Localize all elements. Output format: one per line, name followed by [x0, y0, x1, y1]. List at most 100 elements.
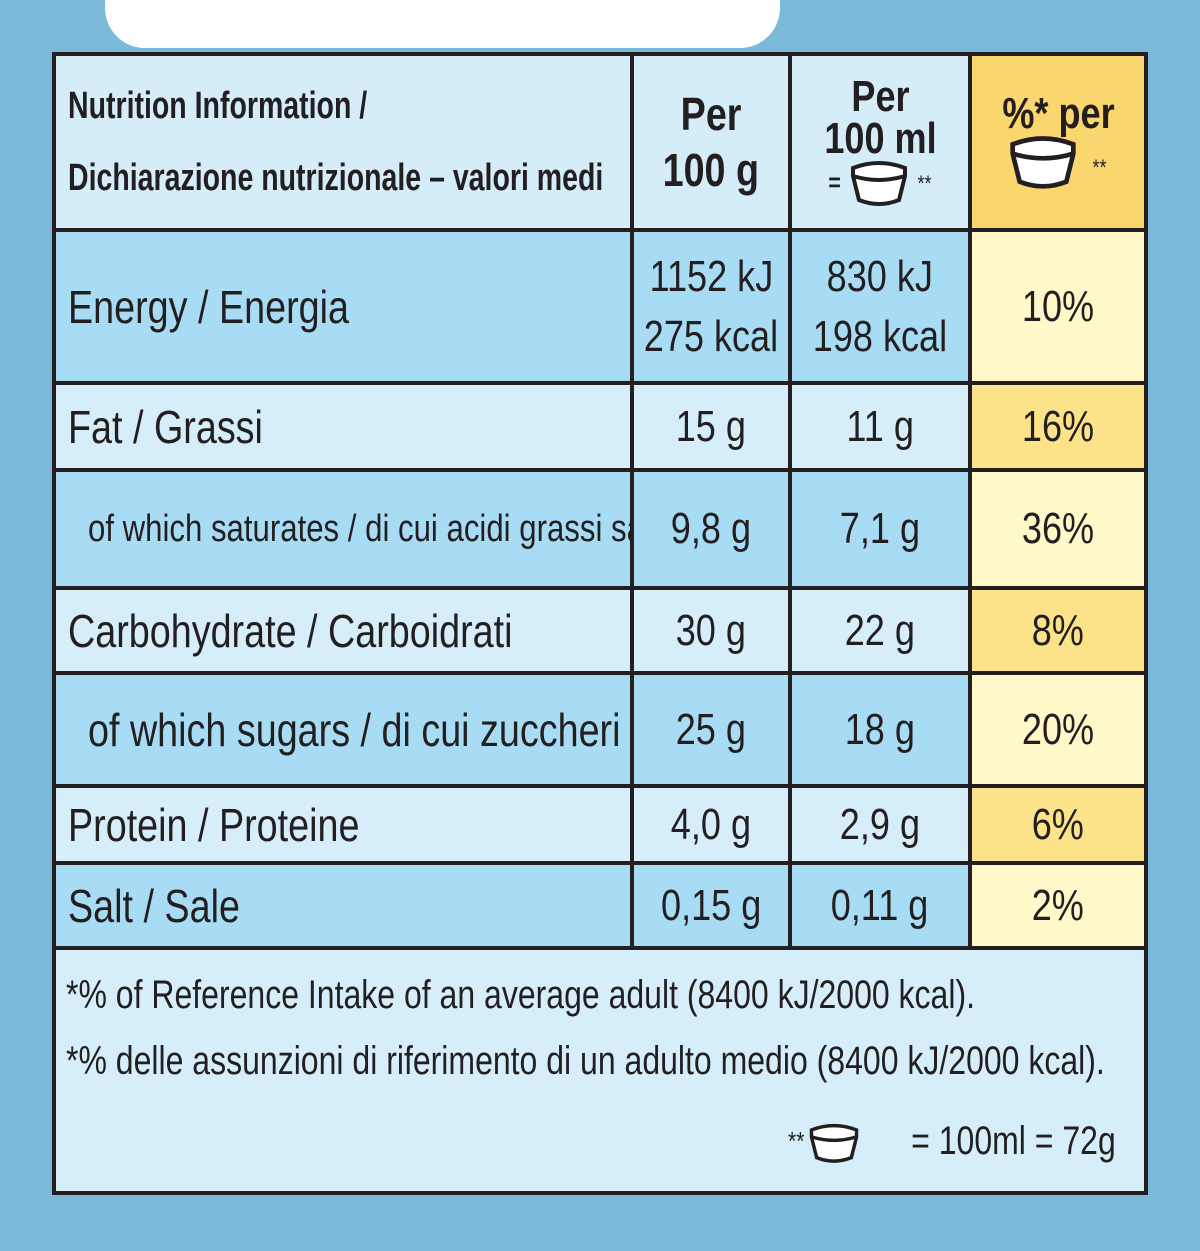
nutrient-name: of which sugars / di cui zuccheri — [88, 703, 621, 756]
decor-shape — [105, 0, 780, 48]
value-cell: 7,1 g — [792, 472, 968, 586]
nutrient-value: 2,9 g — [839, 799, 921, 849]
row-label: Salt / Sale — [56, 865, 630, 946]
header-cell: Per 100 g — [634, 56, 788, 228]
cup-icon — [1010, 136, 1076, 189]
ri-value: 8% — [1031, 605, 1085, 655]
value-line: 15 g — [668, 397, 754, 457]
nutrient-name: Energy / Energia — [68, 280, 349, 333]
footnote-mark: ** — [1092, 154, 1107, 180]
value-cell: 830 kJ 198 kcal — [792, 232, 968, 381]
ri-value: 10% — [1021, 281, 1095, 331]
value-cell: 1152 kJ 275 kcal — [634, 232, 788, 381]
nutrient-value: 30 g — [675, 605, 747, 655]
header-line: = ** — [827, 160, 934, 208]
cup-icon — [809, 1123, 859, 1163]
nutrient-value: 0,15 g — [660, 880, 762, 930]
column-header: Per — [850, 72, 910, 121]
nutrient-value: 11 g — [846, 401, 914, 451]
row-label: Protein / Proteine — [56, 788, 630, 861]
ri-cell: 36% — [972, 472, 1144, 586]
ri-value: 36% — [1021, 504, 1095, 553]
ri-value: 6% — [1031, 799, 1085, 849]
header-cell: %* per ** — [972, 56, 1144, 228]
header-line: Dichiarazione nutrizionale – valori medi — [68, 142, 630, 214]
value-line: 275 kcal — [629, 307, 793, 367]
value-cell: 0,15 g — [634, 865, 788, 946]
nutrient-value: 7,1 g — [839, 504, 921, 553]
row-label: Energy / Energia — [56, 232, 630, 381]
value-line: 7,1 g — [831, 499, 929, 559]
column-header: Per — [680, 88, 742, 140]
value-line: 4,0 g — [662, 795, 760, 855]
nutrient-value: 18 g — [844, 704, 916, 754]
header-line: ** — [1008, 135, 1107, 191]
nutrient-name: of which saturates / di cui acidi grassi… — [88, 507, 688, 550]
nutrient-value: 275 kcal — [643, 311, 779, 361]
nutrient-name: Carbohydrate / Carboidrati — [68, 604, 513, 657]
row-label: of which sugars / di cui zuccheri — [56, 675, 630, 784]
value-line: 22 g — [837, 601, 923, 661]
value-cell: 25 g — [634, 675, 788, 784]
nutrient-value: 22 g — [844, 605, 916, 655]
header-line: 100 g — [652, 142, 770, 198]
value-cell: 11 g — [792, 385, 968, 468]
value-line: 198 kcal — [798, 307, 962, 367]
footer-cell: *% of Reference Intake of an average adu… — [56, 950, 1144, 1191]
nutrient-name: Protein / Proteine — [68, 798, 360, 851]
footnote-line: *% of Reference Intake of an average adu… — [66, 962, 1144, 1028]
cup-icon — [851, 161, 908, 206]
header-cell: Nutrition Information / Dichiarazione nut… — [56, 56, 630, 228]
serving-size: = 100ml = 72g — [911, 1119, 1116, 1163]
ri-cell: 10% — [972, 232, 1144, 381]
value-cell: 9,8 g — [634, 472, 788, 586]
nutrient-value: 198 kcal — [812, 311, 948, 361]
header-line: Per — [674, 86, 748, 142]
header-title: Dichiarazione nutrizionale – valori medi — [68, 157, 604, 199]
footnote-mark: ** — [788, 1126, 805, 1156]
value-line: 25 g — [668, 700, 754, 760]
column-header: 100 g — [662, 144, 760, 196]
value-cell: 4,0 g — [634, 788, 788, 861]
nutrient-value: 1152 kJ — [649, 251, 773, 301]
header-line: Per — [845, 72, 916, 121]
value-line: 2,9 g — [831, 795, 929, 855]
nutrient-name: Fat / Grassi — [68, 400, 263, 453]
column-header: %* per — [1001, 89, 1115, 138]
nutrient-value: 15 g — [675, 401, 747, 451]
value-line: 0,15 g — [650, 876, 772, 936]
ri-cell: 20% — [972, 675, 1144, 784]
value-cell: 30 g — [634, 590, 788, 671]
value-cell: 22 g — [792, 590, 968, 671]
row-label: Fat / Grassi — [56, 385, 630, 468]
header-title: Nutrition Information / — [68, 85, 368, 127]
nutrient-value: 9,8 g — [670, 504, 752, 553]
value-cell: 15 g — [634, 385, 788, 468]
value-line: 18 g — [837, 700, 923, 760]
value-line: 30 g — [668, 601, 754, 661]
footnote: *% of Reference Intake of an average adu… — [66, 973, 975, 1017]
value-line: 1152 kJ — [636, 247, 787, 307]
ri-cell: 6% — [972, 788, 1144, 861]
nutrient-value: 830 kJ — [826, 251, 934, 301]
footnote-line: *% delle assunzioni di riferimento di un… — [66, 1028, 1144, 1094]
serving-line: ** = 100ml = 72g — [66, 1108, 1144, 1174]
footnote: *% delle assunzioni di riferimento di un… — [66, 1039, 1105, 1083]
ri-cell: 16% — [972, 385, 1144, 468]
value-line: 0,11 g — [820, 876, 939, 936]
ri-cell: 2% — [972, 865, 1144, 946]
header-line: %* per — [990, 89, 1127, 138]
ri-cell: 8% — [972, 590, 1144, 671]
value-cell: 0,11 g — [792, 865, 968, 946]
value-cell: 2,9 g — [792, 788, 968, 861]
nutrient-value: 4,0 g — [670, 799, 752, 849]
row-label: of which saturates / di cui acidi grassi… — [56, 472, 688, 586]
header-line: 100 ml — [812, 117, 949, 161]
ri-value: 2% — [1031, 880, 1085, 930]
value-line: 9,8 g — [662, 499, 760, 559]
value-line: 830 kJ — [815, 247, 945, 307]
nutrition-table: Nutrition Information / Dichiarazione nut… — [52, 52, 1148, 1195]
footnote-mark: ** — [917, 170, 932, 196]
ri-value: 20% — [1021, 704, 1095, 754]
